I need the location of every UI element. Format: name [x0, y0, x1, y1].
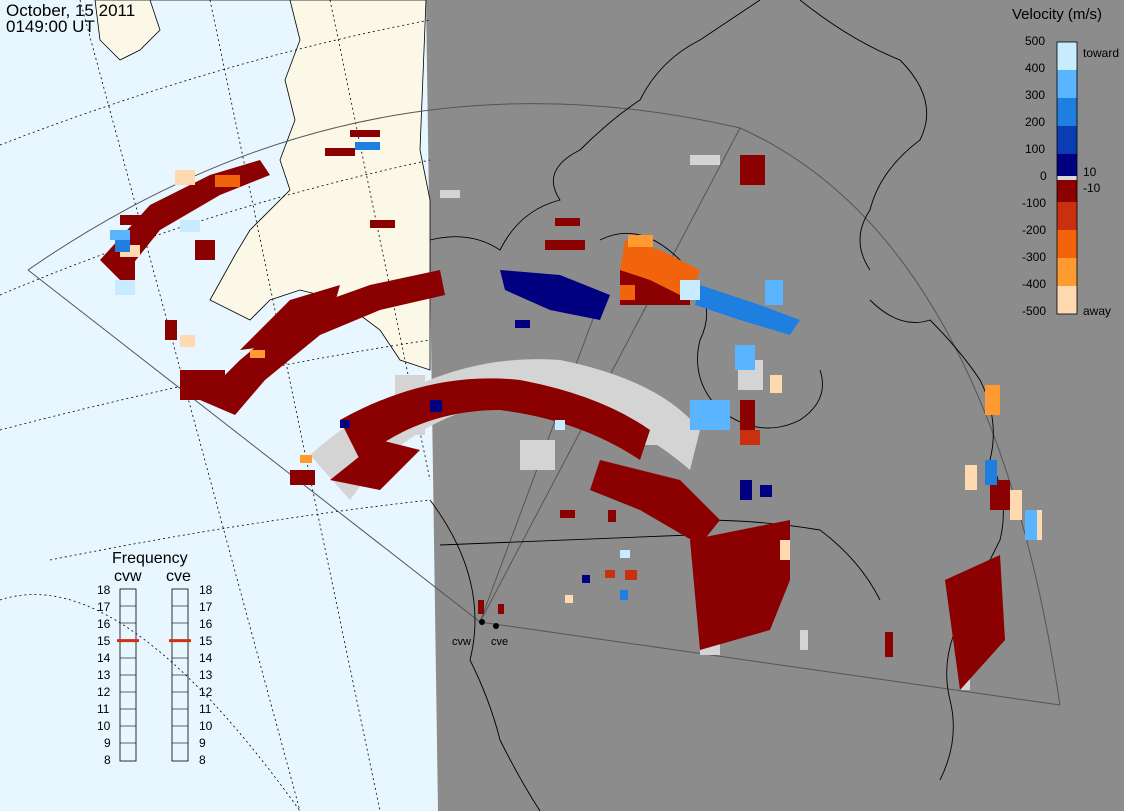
toward-label: toward — [1083, 46, 1120, 60]
freq-tick-right: 10 — [199, 719, 213, 733]
freq-tick-left: 15 — [97, 634, 111, 648]
time-label: 0149:00 UT — [6, 17, 95, 36]
freq-tick-right: 15 — [199, 634, 213, 648]
velocity-colorbar — [1056, 41, 1078, 315]
velocity-inner-tick: 10 — [1083, 165, 1097, 179]
toward-velocity-pale-blue-cells — [115, 220, 700, 558]
velocity-tick: 300 — [1025, 88, 1046, 102]
velocity-tick: 400 — [1025, 61, 1046, 75]
freq-tick-right: 13 — [199, 668, 213, 682]
day-land-siberia — [94, 0, 161, 61]
radar-site-markers — [478, 600, 504, 629]
freq-tick-left: 14 — [97, 651, 111, 665]
freq-tick-left: 17 — [97, 600, 111, 614]
toward-velocity-navy-cells — [340, 270, 772, 583]
freq-tick-left: 11 — [97, 702, 110, 716]
freq-tick-left: 12 — [97, 685, 111, 699]
frequency-radar-code: cvw — [114, 568, 142, 585]
frequency-gauge-cve — [171, 588, 189, 762]
freq-tick-left: 18 — [97, 583, 111, 597]
freq-tick-right: 14 — [199, 651, 213, 665]
toward-velocity-mid-blue-cells — [115, 142, 997, 600]
coastlines — [429, 0, 1004, 811]
freq-tick-right: 17 — [199, 600, 213, 614]
freq-tick-right: 12 — [199, 685, 213, 699]
freq-tick-right: 16 — [199, 617, 213, 631]
radar-site-label: cvw — [452, 636, 471, 648]
away-velocity-light-orange-cells — [250, 235, 1000, 463]
freq-tick-left: 13 — [97, 668, 111, 682]
freq-tick-right: 18 — [199, 583, 213, 597]
velocity-tick: -100 — [1022, 196, 1047, 210]
freq-tick-left: 8 — [104, 753, 111, 767]
velocity-tick: 500 — [1025, 34, 1046, 48]
velocity-tick: -400 — [1022, 277, 1047, 291]
velocity-tick: -300 — [1022, 250, 1047, 264]
date-label: October, 15 2011 — [6, 1, 136, 20]
toward-velocity-light-blue-cells — [110, 230, 1037, 540]
radar-site-label: cve — [491, 636, 509, 648]
away-label: away — [1083, 304, 1112, 318]
frequency-radar-code: cve — [166, 568, 191, 585]
velocity-legend-title: Velocity (m/s) — [1012, 6, 1103, 23]
day-land-alaska — [150, 0, 431, 371]
velocity-tick: 0 — [1040, 169, 1047, 183]
freq-tick-left: 16 — [97, 617, 111, 631]
frequency-title: Frequency — [112, 550, 188, 567]
freq-tick-right: 8 — [199, 753, 206, 767]
velocity-tick: -200 — [1022, 223, 1047, 237]
velocity-tick: 200 — [1025, 115, 1046, 129]
map-grid — [0, 0, 431, 811]
freq-tick-right: 11 — [199, 702, 212, 716]
velocity-tick: 100 — [1025, 142, 1046, 156]
freq-tick-right: 9 — [199, 736, 206, 750]
freq-tick-left: 10 — [97, 719, 111, 733]
velocity-tick: -500 — [1022, 304, 1047, 318]
away-velocity-medium-cells — [605, 430, 760, 580]
freq-tick-left: 9 — [104, 736, 111, 750]
velocity-inner-tick: -10 — [1083, 181, 1101, 195]
